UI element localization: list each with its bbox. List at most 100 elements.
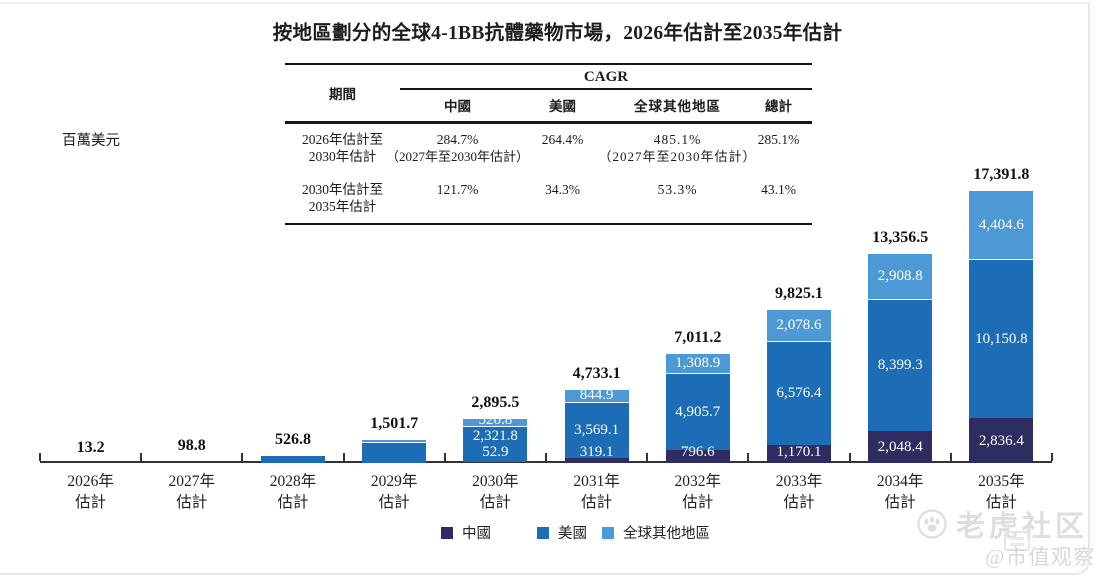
category-label-line: 2029年 [370, 473, 418, 490]
cagr-group-header-cell: CAGR [400, 65, 812, 90]
category-label-line: 估計 [884, 494, 916, 511]
bar-segment [969, 190, 1034, 260]
category-label: 2026年 估計 [36, 471, 146, 513]
bar-segment [767, 308, 831, 342]
category-label-line: 估計 [277, 494, 309, 511]
legend-swatch [441, 526, 453, 539]
x-axis-tick [747, 453, 750, 461]
cagr-column-headers: 中國 美國 全球其他地區 總計 [400, 90, 812, 121]
value-cell-us: 264.4% [515, 131, 610, 166]
value-cell-total: 285.1% [745, 131, 812, 166]
category-label-line: 估計 [783, 494, 815, 511]
category-label: 2029年 估計 [339, 471, 449, 513]
x-axis-tick [646, 453, 649, 461]
cagr-table: 期間 CAGR 中國 美國 全球其他地區 總計 2026年估計至 2030年估計… [285, 63, 812, 225]
category-label-line: 2027年 [168, 473, 216, 490]
category-label: 2028年估計 [238, 471, 348, 513]
bar-segment-label: 844.9 [579, 387, 614, 404]
x-axis-tick [848, 453, 851, 461]
category-label-line: 估計 [682, 494, 714, 511]
category-label-line: 2028年 [269, 473, 317, 490]
cagr-table-header: 期間 CAGR 中國 美國 全球其他地區 總計 [285, 63, 812, 124]
bar-segment [261, 454, 325, 463]
period-line2: 2030年估計 [308, 149, 377, 164]
chart-legend: 中國 美國 全球其他地區 [441, 522, 710, 543]
period-line2: 2035年估計 [308, 199, 377, 214]
bar-total-label: 1,501.7 [370, 415, 419, 433]
cagr-value: 34.3% [545, 182, 580, 197]
cagr-value: 53.3% [657, 182, 698, 197]
bar-segment [362, 439, 427, 442]
bar-segment-label: 1,170.1 [776, 444, 822, 460]
category-label-line: 估計 [581, 494, 613, 511]
category-label: 2030年估計 [440, 471, 550, 513]
bar-segment-label: 2,048.4 [877, 438, 923, 455]
value-cell-row: 485.1% （2027年至2030年估計） [598, 131, 755, 166]
cagr-value: 43.1% [761, 182, 796, 197]
bar-total-label: 7,011.2 [674, 328, 722, 346]
legend-item: 全球其他地區 [602, 522, 710, 543]
value-cell-total: 43.1% [745, 181, 812, 215]
legend-swatch [602, 526, 614, 539]
bar-segment [767, 444, 831, 463]
x-axis-tick [39, 453, 41, 461]
cagr-value: 121.7% [436, 182, 479, 197]
table-row: 2026年估計至 2030年估計 284.7% （2027年至2030年估計） … [285, 124, 812, 174]
legend-item: 中國 [441, 522, 491, 543]
column-header-total: 總計 [765, 99, 792, 114]
column-header-row: 全球其他地區 [634, 99, 721, 114]
watermark-logo-icon [1004, 531, 1030, 551]
category-label: 2034年 估計 [845, 471, 955, 513]
bar-segment-label: 2,836.4 [978, 432, 1024, 449]
period-header-cell: 期間 [329, 87, 356, 102]
cagr-table-body: 2026年估計至 2030年估計 284.7% （2027年至2030年估計） … [285, 124, 812, 225]
category-label: 2031年 估計 [542, 471, 652, 513]
value-cell-china: 121.7% [400, 181, 515, 215]
category-label: 2027年估計 [137, 471, 247, 513]
x-axis-tick [545, 453, 547, 461]
bar-segment-label: 4,404.6 [978, 216, 1024, 233]
bar-segment [969, 259, 1034, 419]
bar-segment-label: 2,321.8 [472, 428, 518, 444]
cagr-value: 264.4% [541, 132, 584, 147]
category-label-line: 估計 [176, 494, 208, 511]
bar-segment-label: 8,399.3 [877, 356, 923, 373]
bar-total-label: 9,825.1 [775, 284, 823, 302]
bar-segment [463, 417, 528, 426]
legend-label: 全球其他地區 [623, 526, 710, 542]
bar-segment [868, 299, 933, 431]
x-axis-tick [443, 453, 446, 461]
bar-segment [564, 401, 629, 458]
bar-segment-label: 10,150.8 [975, 330, 1028, 347]
category-label: 2033年 估計 [744, 471, 854, 513]
cagr-value: 485.1% [653, 132, 702, 147]
legend-swatch [537, 526, 549, 539]
bar-segment-label: 1,308.9 [675, 355, 721, 372]
bar-segment [564, 388, 629, 402]
bar-segment [564, 457, 629, 463]
bar-segment-label: 52.9 [482, 444, 509, 460]
bar-total-label: 13,356.5 [872, 229, 929, 247]
bar-segment [665, 352, 730, 374]
bar-total-label: 4,733.1 [572, 364, 621, 382]
cagr-header-group: CAGR 中國 美國 全球其他地區 總計 [400, 65, 812, 121]
x-axis-tick [342, 453, 345, 461]
category-label-line: 2030年 [472, 473, 519, 490]
period-line1: 2030年估計至 [302, 182, 383, 197]
bar-segment [868, 253, 933, 299]
y-axis-unit-label: 百萬美元 [62, 133, 120, 149]
bar-segment-label: 6,576.4 [776, 385, 822, 402]
bar-segment-label: 4,905.7 [675, 403, 721, 420]
x-axis-line [40, 461, 1052, 463]
category-label: 2035年 估計 [946, 471, 1056, 513]
value-cell-us: 34.3% [515, 181, 610, 215]
category-label-line: 估計 [479, 494, 511, 511]
category-label-line: 估計 [75, 494, 107, 511]
bar-total-label: 98.8 [177, 437, 206, 455]
bar-total-label: 526.8 [275, 430, 311, 448]
category-label-line: 2035年 [978, 473, 1025, 490]
table-row: 2030年估計至 2035年估計 121.7% 34.3% 53.3% 43.1… [285, 174, 812, 223]
cagr-note: （2027年至2030年估計） [385, 149, 529, 164]
